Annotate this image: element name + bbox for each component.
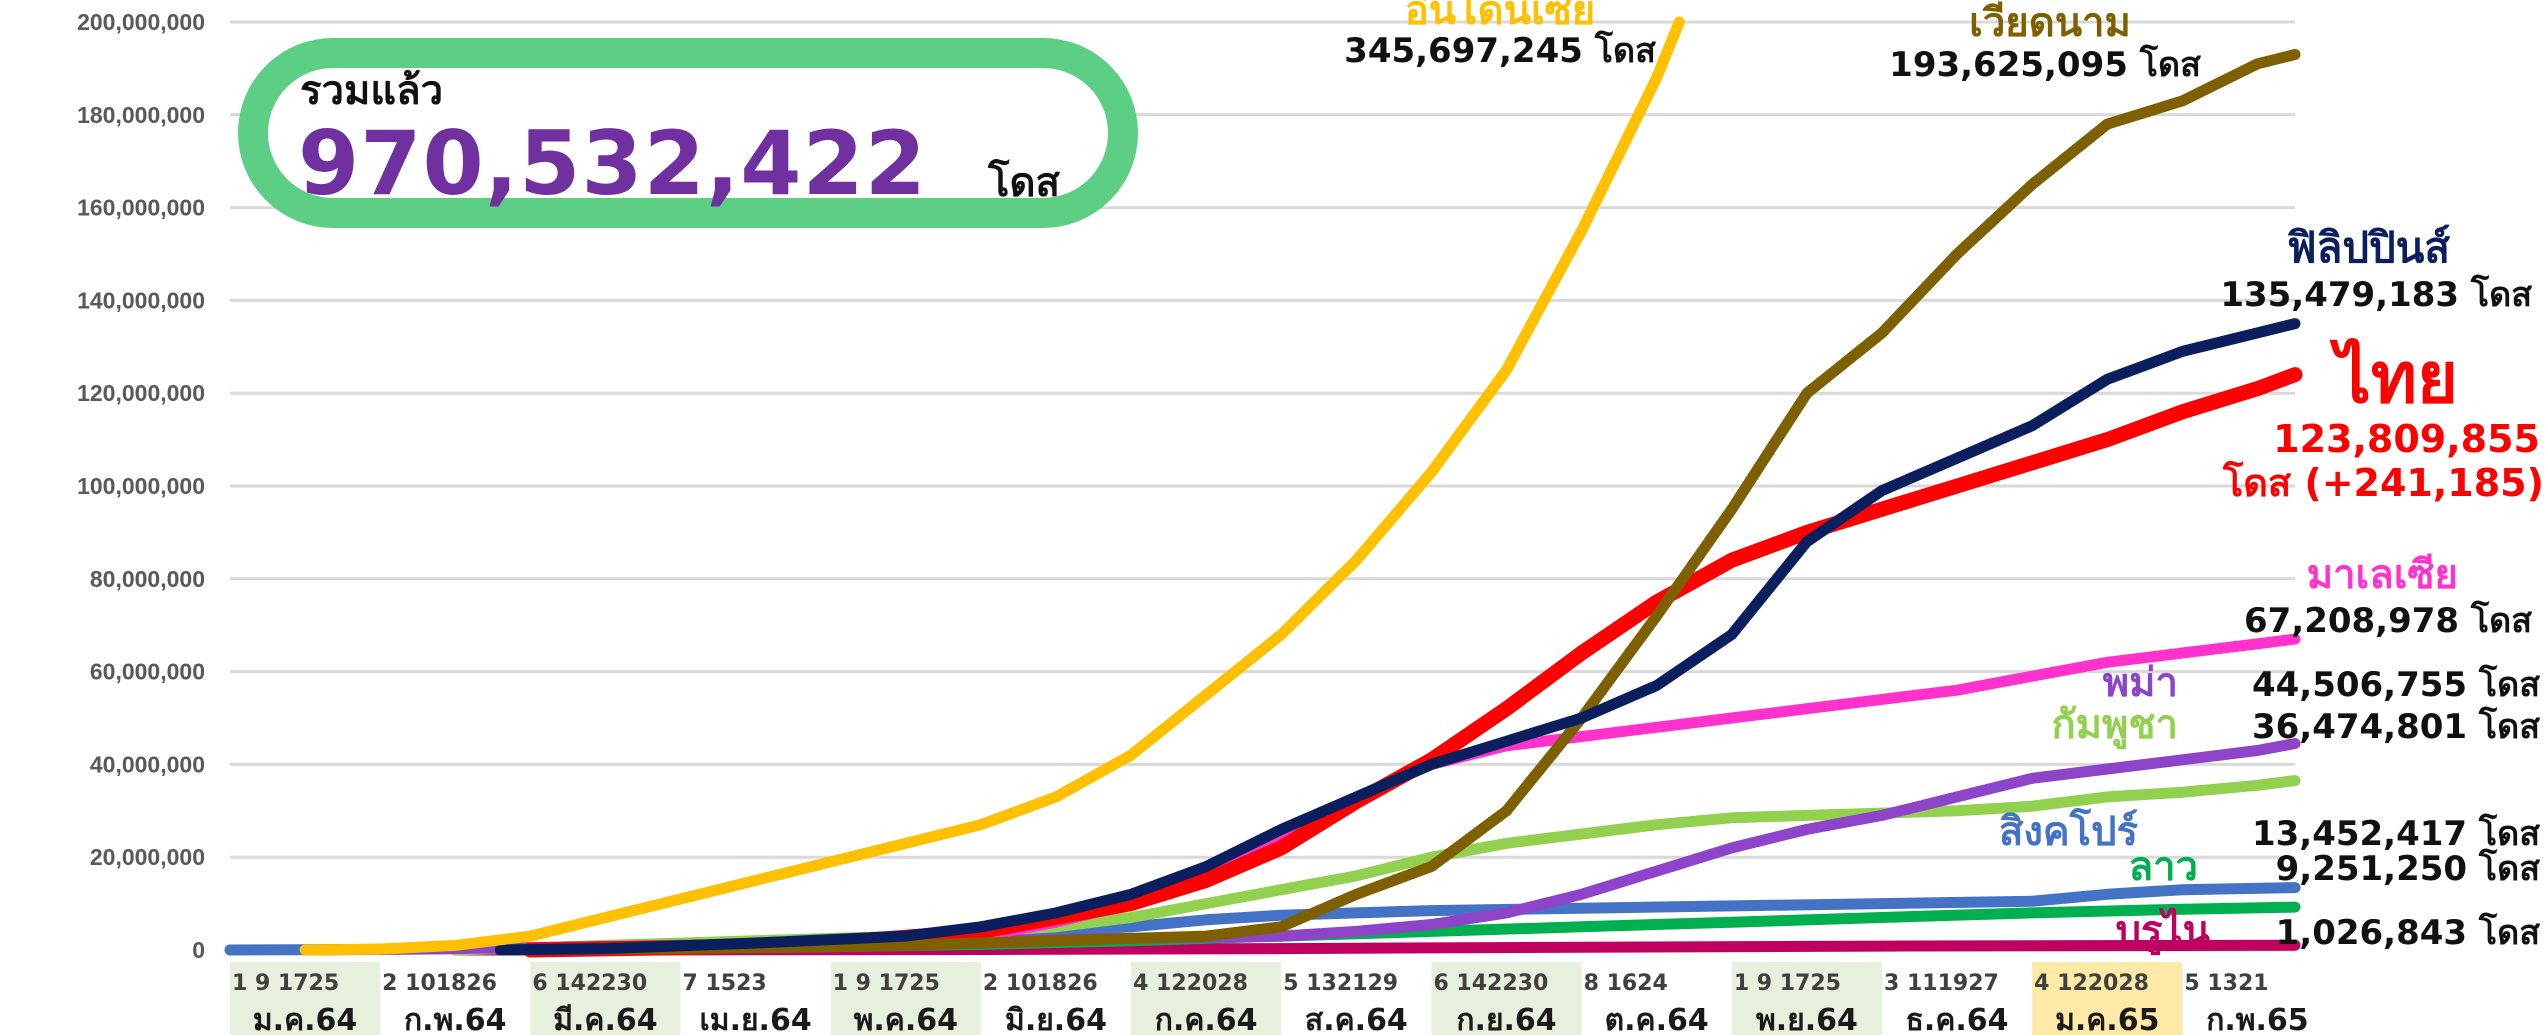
x-tick-month: พ.ค.64 [854, 1003, 958, 1035]
y-tick-label: 40,000,000 [90, 751, 205, 777]
total-doses-box [238, 38, 1138, 228]
series-value-extra: โดส (+241,185) [2222, 460, 2544, 505]
month-band [980, 962, 1132, 1035]
series-name: ฟิลิปปินส์ [2287, 223, 2451, 272]
y-tick-label: 20,000,000 [90, 844, 205, 870]
x-tick-days: 6 142230 [1433, 971, 1548, 996]
series-lines [224, 16, 2303, 958]
series-name: สิงคโปร์ [1999, 808, 2139, 855]
total-unit: โดส [988, 160, 1060, 206]
series-value: 13,452,417 โดส [2252, 813, 2540, 854]
x-tick-days: 5 132129 [1283, 971, 1398, 996]
y-tick-label: 180,000,000 [77, 102, 205, 128]
x-tick-days: 7 1523 [683, 971, 767, 996]
series-name: กัมพูชา [2051, 702, 2178, 749]
x-axis-months: 1 9 1725 ม.ค.64 2 101826 ก.พ.64 6 142230 มี.ค… [230, 962, 2333, 1035]
series-value: 123,809,855 [2273, 417, 2540, 461]
series-value: 44,506,755 โดส [2252, 664, 2540, 705]
series-value: 135,479,183 โดส [2220, 274, 2532, 315]
series-value: 345,697,245 โดส [1344, 30, 1656, 71]
x-tick-days: 2 101826 [382, 971, 497, 996]
series-name: ไทย [2329, 337, 2458, 419]
total-title: รวมแล้ว [300, 68, 444, 114]
x-tick-days: 5 1321 [2184, 971, 2268, 996]
x-tick-days: 4 122028 [2034, 971, 2149, 996]
month-band [1731, 962, 1882, 1035]
x-tick-month: ม.ค.64 [253, 1003, 357, 1035]
series-name: บรูไน [2116, 907, 2210, 955]
x-tick-days: 6 142230 [532, 971, 647, 996]
x-tick-month: มิ.ย.64 [1005, 1003, 1107, 1035]
series-name: พม่า [2103, 660, 2178, 706]
x-tick-month: ก.ย.64 [1456, 1003, 1556, 1035]
series-line [299, 16, 1685, 956]
month-band [680, 962, 831, 1035]
x-tick-month: พ.ย.64 [1756, 1003, 1858, 1035]
y-tick-label: 0 [192, 937, 205, 963]
x-tick-month: ก.ค.64 [1155, 1003, 1258, 1035]
x-tick-days: 1 9 1725 [833, 971, 940, 996]
series-value: 193,625,095 โดส [1889, 44, 2201, 85]
x-tick-month: ม.ค.65 [2055, 1003, 2159, 1035]
series-line [494, 318, 2301, 956]
series-value: 1,026,843 โดส [2276, 912, 2541, 953]
month-band [380, 962, 531, 1035]
month-band [230, 962, 381, 1035]
y-tick-label: 80,000,000 [90, 566, 205, 592]
y-axis-ticks: 0 20,000,000 40,000,000 60,000,000 80,000,00… [77, 9, 205, 963]
series-name: เวียดนาม [1969, 0, 2131, 46]
month-band [2032, 962, 2183, 1035]
x-tick-month: ก.พ.65 [2206, 1003, 2308, 1035]
total-value: 970,532,422 [298, 112, 927, 215]
series-name: มาเลเซีย [2307, 552, 2458, 598]
series-value: 36,474,801 โดส [2252, 706, 2540, 747]
y-tick-label: 160,000,000 [77, 195, 205, 221]
series-name: อินโดนีเซีย [1405, 0, 1595, 34]
x-tick-days: 2 101826 [983, 971, 1098, 996]
y-tick-label: 100,000,000 [77, 473, 205, 499]
month-band [830, 962, 981, 1035]
y-tick-label: 200,000,000 [77, 9, 205, 35]
x-tick-days: 8 1624 [1584, 971, 1668, 996]
x-tick-month: ต.ค.64 [1605, 1003, 1709, 1035]
x-tick-month: เม.ย.64 [700, 1003, 812, 1035]
month-band [1581, 962, 1732, 1035]
month-band [1882, 962, 2033, 1035]
x-tick-days: 4 122028 [1133, 971, 1248, 996]
y-tick-label: 140,000,000 [77, 287, 205, 313]
month-band [1281, 962, 1432, 1035]
month-band [1131, 962, 1282, 1035]
x-tick-days: 3 111927 [1884, 971, 1999, 996]
x-tick-month: มี.ค.64 [553, 1003, 657, 1035]
x-tick-days: 1 9 1725 [232, 971, 339, 996]
x-tick-month: ก.พ.64 [404, 1003, 506, 1035]
series-name: ลาว [2129, 844, 2198, 890]
series-value: 9,251,250 โดส [2276, 848, 2541, 889]
month-band [2182, 962, 2333, 1035]
y-tick-label: 60,000,000 [90, 659, 205, 685]
month-band [530, 962, 681, 1035]
x-tick-month: ส.ค.64 [1305, 1003, 1408, 1035]
grid-lines [230, 20, 2295, 952]
series-value: 67,208,978 โดส [2244, 600, 2532, 641]
x-tick-month: ธ.ค.64 [1906, 1003, 2009, 1035]
month-band [1431, 962, 1582, 1035]
y-tick-label: 120,000,000 [77, 380, 205, 406]
x-tick-days: 1 9 1725 [1734, 971, 1841, 996]
